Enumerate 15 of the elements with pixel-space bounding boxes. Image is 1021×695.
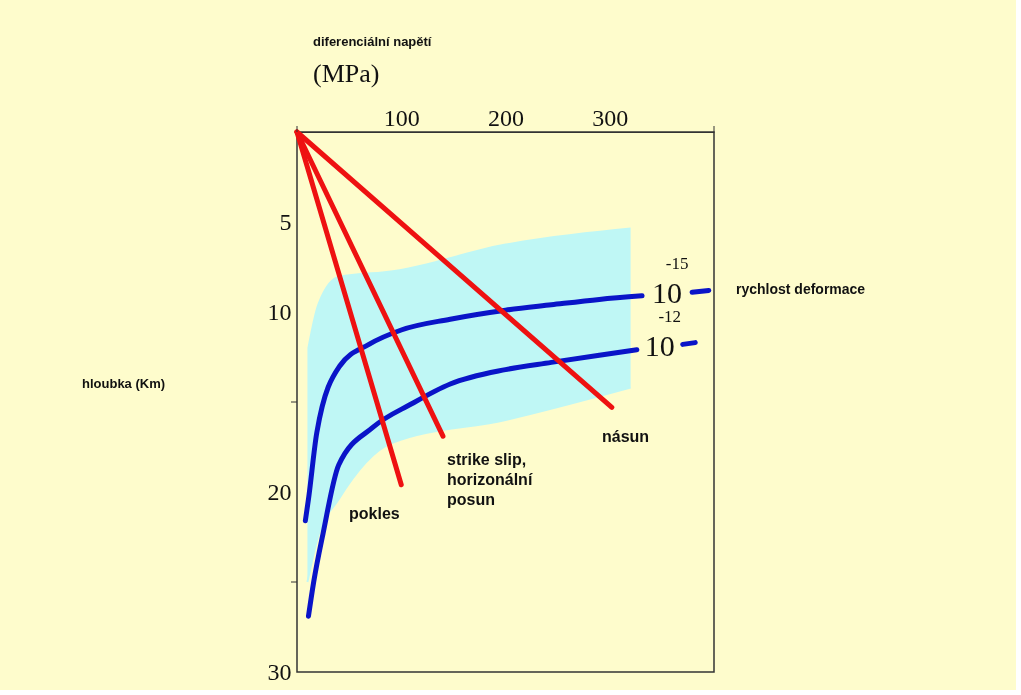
series-label: 10-12	[644, 307, 682, 363]
annotation: násun	[602, 428, 650, 445]
x-tick-label: 300	[592, 104, 629, 131]
y-tick-label: 10	[267, 298, 292, 325]
annotation: strike slip, horizonální posun	[447, 451, 533, 508]
x-tick-label: 200	[488, 104, 524, 131]
text: hloubka (Km)	[82, 376, 166, 391]
y-tick-label: 30	[267, 658, 292, 685]
text: rychlost deformace	[736, 281, 866, 297]
series-label: 10-15	[652, 254, 689, 309]
y-tick-label: 5	[279, 208, 292, 235]
annotation: pokles	[349, 505, 400, 522]
y-tick-label: 20	[267, 478, 292, 505]
x-tick-label: 100	[383, 104, 420, 131]
x-axis-title: diferenciální napětí (MPa)	[313, 34, 432, 88]
